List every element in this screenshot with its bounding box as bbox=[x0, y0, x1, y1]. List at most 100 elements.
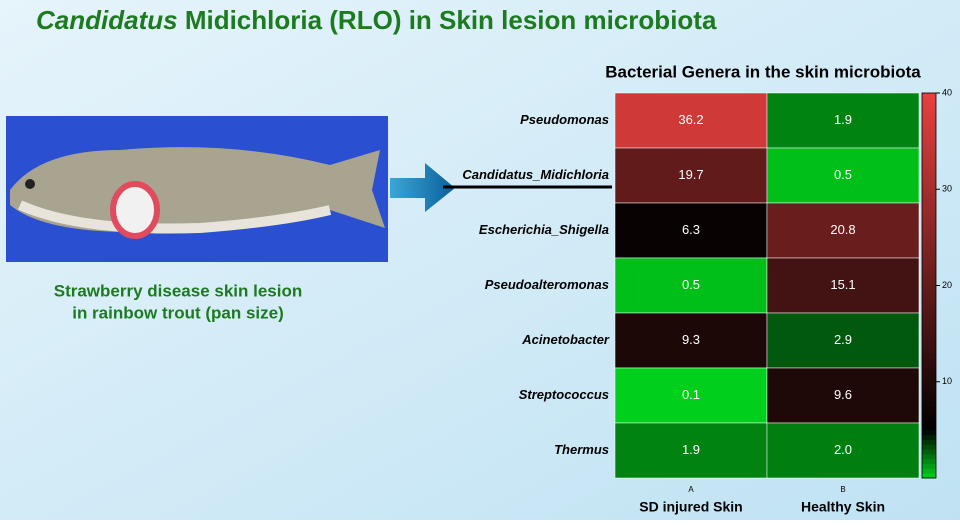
colorbar-step bbox=[922, 425, 936, 431]
colorbar-step bbox=[922, 280, 936, 286]
colorbar-step bbox=[922, 299, 936, 306]
colorbar-step bbox=[922, 136, 936, 142]
colorbar-step bbox=[922, 348, 936, 354]
colorbar-step bbox=[922, 198, 936, 205]
colorbar-step bbox=[922, 376, 936, 383]
colorbar-step bbox=[922, 242, 936, 248]
colorbar-step bbox=[922, 155, 936, 161]
colorbar-step bbox=[922, 343, 936, 349]
colorbar-step bbox=[922, 405, 936, 412]
heatmap-cell bbox=[766, 257, 920, 314]
heatmap-cell bbox=[614, 367, 768, 424]
cell-label: 15.1 bbox=[830, 277, 855, 292]
colorbar-tick-label: 20 bbox=[942, 280, 952, 290]
heatmap-cell bbox=[766, 367, 920, 424]
colorbar-step bbox=[922, 102, 936, 108]
colorbar-step bbox=[922, 367, 936, 373]
colorbar-step bbox=[922, 131, 936, 137]
colorbar-step bbox=[922, 174, 936, 181]
colorbar-step bbox=[922, 208, 936, 214]
row-label: Escherichia_Shigella bbox=[479, 222, 609, 237]
heatmap-cell bbox=[614, 147, 768, 204]
colorbar-step bbox=[922, 93, 936, 99]
colorbar-step bbox=[922, 150, 936, 157]
cell-label: 6.3 bbox=[682, 222, 700, 237]
colorbar-step bbox=[922, 429, 936, 436]
colorbar-step bbox=[922, 401, 936, 407]
heatmap-cell bbox=[766, 202, 920, 259]
caption-line: Strawberry disease skin lesion bbox=[54, 281, 303, 300]
row-label: Pseudomonas bbox=[520, 112, 609, 127]
row-label: Acinetobacter bbox=[521, 332, 610, 347]
cell-label: 2.0 bbox=[834, 442, 852, 457]
colorbar-step bbox=[922, 381, 936, 388]
colorbar-step bbox=[922, 285, 936, 291]
colorbar-step bbox=[922, 256, 936, 262]
colorbar-step bbox=[922, 213, 936, 219]
colorbar-step bbox=[922, 463, 936, 469]
cell-label: 0.5 bbox=[834, 167, 852, 182]
row-label: Thermus bbox=[554, 442, 609, 457]
colorbar-step bbox=[922, 117, 936, 123]
row-label: Candidatus_Midichloria bbox=[462, 167, 609, 182]
colorbar-step bbox=[922, 232, 936, 238]
colorbar-step bbox=[922, 184, 936, 190]
colorbar-step bbox=[922, 222, 936, 229]
colorbar-step bbox=[922, 319, 936, 325]
colorbar-step bbox=[922, 396, 936, 402]
colorbar-step bbox=[922, 453, 936, 460]
colorbar-step bbox=[922, 449, 936, 455]
colorbar-step bbox=[922, 362, 936, 368]
heatmap-cell bbox=[614, 257, 768, 314]
cell-label: 9.3 bbox=[682, 332, 700, 347]
heatmap-cell bbox=[614, 92, 768, 149]
cell-label: 20.8 bbox=[830, 222, 855, 237]
cell-label: 1.9 bbox=[834, 112, 852, 127]
colorbar-step bbox=[922, 271, 936, 277]
colorbar-step bbox=[922, 165, 936, 171]
colorbar-step bbox=[922, 415, 936, 421]
column-letter: A bbox=[688, 485, 694, 494]
colorbar-step bbox=[922, 372, 936, 378]
colorbar-step bbox=[922, 304, 936, 311]
heatmap-cell bbox=[766, 92, 920, 149]
heatmap-cell bbox=[766, 312, 920, 369]
colorbar-step bbox=[922, 126, 936, 132]
colorbar-step bbox=[922, 352, 936, 359]
colorbar-step bbox=[922, 309, 936, 315]
row-label: Pseudoalteromonas bbox=[485, 277, 609, 292]
cell-label: 9.6 bbox=[834, 387, 852, 402]
column-label: SD injured Skin bbox=[639, 499, 742, 515]
colorbar-step bbox=[922, 420, 936, 426]
colorbar-step bbox=[922, 218, 936, 224]
slide-title: Candidatus Midichloria (RLO) in Skin les… bbox=[36, 5, 717, 35]
colorbar-step bbox=[922, 179, 936, 185]
colorbar-step bbox=[922, 97, 936, 104]
colorbar-step bbox=[922, 275, 936, 282]
colorbar-step bbox=[922, 410, 936, 416]
colorbar-tick-label: 10 bbox=[942, 376, 952, 386]
colorbar-step bbox=[922, 444, 936, 450]
colorbar-step bbox=[922, 357, 936, 363]
colorbar-step bbox=[922, 290, 936, 296]
colorbar-step bbox=[922, 328, 936, 335]
heatmap-cell bbox=[766, 147, 920, 204]
colorbar-step bbox=[922, 227, 936, 234]
colorbar-step bbox=[922, 473, 936, 479]
colorbar-step bbox=[922, 439, 936, 445]
colorbar-step bbox=[922, 237, 936, 243]
colorbar-step bbox=[922, 324, 936, 330]
colorbar-step bbox=[922, 468, 936, 474]
fish-photo bbox=[6, 116, 388, 262]
arrow bbox=[390, 163, 455, 212]
column-letter: B bbox=[840, 485, 845, 494]
colorbar-step bbox=[922, 333, 936, 339]
colorbar-step bbox=[922, 458, 936, 465]
colorbar-step bbox=[922, 203, 936, 209]
title-rest: Midichloria (RLO) in Skin lesion microbi… bbox=[185, 5, 717, 35]
colorbar-step bbox=[922, 314, 936, 320]
colorbar-step bbox=[922, 338, 936, 344]
cell-label: 1.9 bbox=[682, 442, 700, 457]
colorbar-step bbox=[922, 160, 936, 166]
